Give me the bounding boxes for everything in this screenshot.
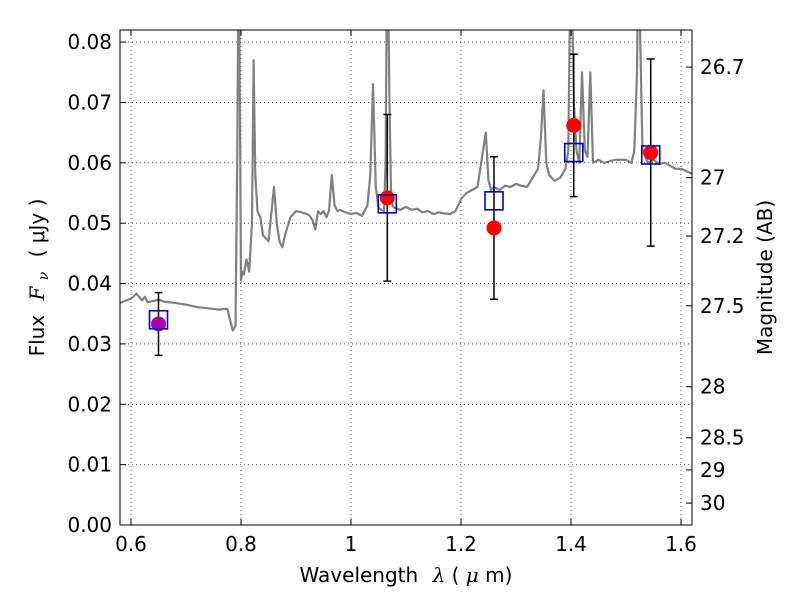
y2-tick-label: 27.2 [700, 224, 745, 248]
observed-point [379, 190, 395, 206]
y-tick-label: 0.05 [67, 211, 112, 235]
y2-tick-label: 29 [700, 458, 725, 482]
y-tick-label: 0.08 [67, 30, 112, 54]
y2-axis-label: Magnitude (AB) [753, 200, 777, 355]
x-axis-label-text: Wavelength [300, 563, 419, 587]
y-tick-label: 0.07 [67, 90, 112, 114]
y-axis-label-subscript: ν [36, 271, 52, 280]
y-tick-label: 0.02 [67, 392, 112, 416]
observed-point [643, 145, 659, 161]
x-axis-label-symbol: λ [432, 563, 446, 587]
model-photometry-point [148, 309, 169, 330]
model-photometry-point [640, 145, 661, 165]
y-tick-label: 0.03 [67, 332, 112, 356]
x-tick-label: 0.6 [115, 532, 147, 556]
plot-frame [119, 29, 693, 526]
y2-tick-label: 28 [700, 375, 725, 399]
y-axis-label-symbol: F [25, 285, 49, 301]
y-tick-label: 0.00 [67, 513, 112, 537]
x-axis-label-unit-mu: μ [466, 563, 479, 587]
y-axis-label-text: Flux [25, 315, 49, 357]
y-axis-label: Flux F ν ( μJy ) [25, 199, 53, 357]
x-tick-label: 1.4 [555, 532, 587, 556]
y2-tick-label: 30 [700, 491, 725, 515]
grid-lines [120, 30, 692, 526]
y2-tick-label: 26.7 [700, 55, 745, 79]
x-tick-label: 0.8 [225, 532, 257, 556]
y2-tick-label: 27.5 [700, 294, 745, 318]
y-tick-label: 0.04 [67, 272, 112, 296]
y-tick-label: 0.01 [67, 453, 112, 477]
model-photometry-point [484, 191, 504, 211]
plot-area [120, 30, 692, 357]
observed-point [566, 117, 582, 133]
tick-labels: 0.6 0.8 1 1.2 1.4 1.6 0.00 0.01 0.02 0.03 0.04 0.05… [67, 30, 744, 556]
x-tick-label: 1 [345, 532, 358, 556]
model-photometry-point [563, 142, 584, 163]
x-tick-label: 1.6 [665, 532, 697, 556]
y-tick-label: 0.06 [67, 151, 112, 175]
x-axis-label: Wavelength λ ( μ m) [300, 563, 513, 587]
y2-tick-label: 28.5 [700, 426, 745, 450]
y-axis-label-unit: ( μJy ) [25, 199, 49, 258]
x-axis-label-unit-open: ( [452, 563, 460, 587]
model-photometry-point [377, 194, 398, 214]
model-spectrum-line [120, 30, 692, 332]
observed-point [151, 316, 166, 332]
observed-point [486, 220, 502, 236]
x-axis-label-unit-rest: m) [485, 563, 512, 587]
x-tick-label: 1.2 [445, 532, 477, 556]
y2-tick-label: 27 [700, 166, 725, 190]
axis-ticks [120, 30, 692, 526]
